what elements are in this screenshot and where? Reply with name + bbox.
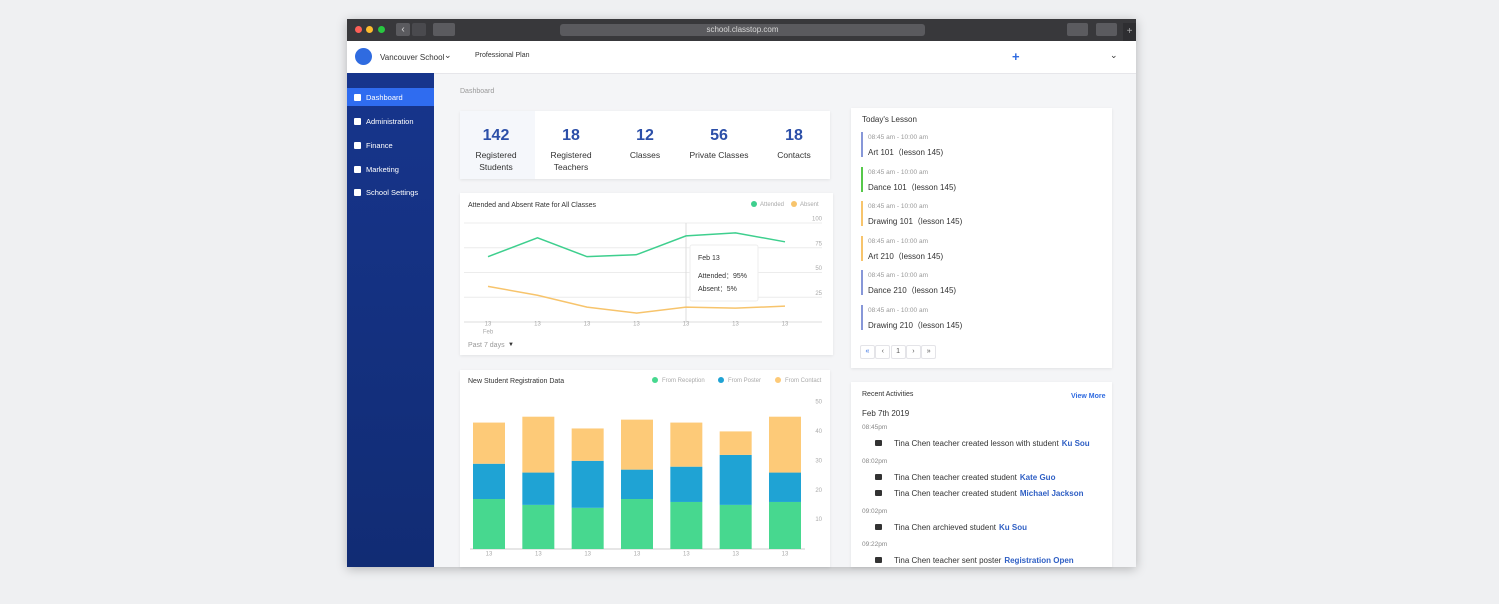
lessons-title: Today's Lesson xyxy=(862,115,917,124)
sidebar xyxy=(347,73,434,567)
url-bar[interactable]: school.classtop.com xyxy=(560,24,925,36)
lesson-time: 08:45 am - 10:00 am xyxy=(868,134,928,141)
menu-item[interactable]: Finance xyxy=(366,141,393,150)
lesson-marker xyxy=(861,235,863,261)
menu-icon xyxy=(354,189,361,196)
stat-value: 18 xyxy=(562,127,580,144)
stat-value: 142 xyxy=(482,127,510,144)
pagination-button[interactable]: « xyxy=(860,345,875,359)
menu-icon xyxy=(354,142,361,149)
zoom-button[interactable] xyxy=(378,26,385,33)
activity-icon xyxy=(875,557,882,563)
menu-icon xyxy=(354,118,361,125)
activity-row: Tina Chen teacher sent poster Registratio… xyxy=(894,556,1074,565)
stat-value: 12 xyxy=(636,127,654,144)
activity-text: Tina Chen archieved student xyxy=(894,522,996,532)
stat-label: Registered Students xyxy=(475,150,517,172)
new-tab-button[interactable]: + xyxy=(1123,23,1136,41)
activity-time: 09:02pm xyxy=(862,507,888,515)
sidebar-toggle[interactable] xyxy=(433,23,455,36)
lesson-marker xyxy=(861,304,863,330)
lesson-name[interactable]: Dance 210（lesson 145) xyxy=(868,286,957,295)
close-button[interactable] xyxy=(355,26,362,33)
menu-item[interactable]: Marketing xyxy=(366,165,399,174)
lesson-marker xyxy=(861,270,863,295)
stat-value: 18 xyxy=(785,127,803,144)
plan-label: Professional Plan xyxy=(475,52,530,59)
menu-item[interactable]: Dashboard xyxy=(366,93,403,102)
range-caret[interactable]: ▼ xyxy=(508,342,514,348)
activity-row: Tina Chen archieved student Ku Sou xyxy=(894,523,1027,532)
activity-icon xyxy=(875,440,882,446)
stat-value: 56 xyxy=(710,127,728,144)
lessons-card xyxy=(851,108,1112,368)
school-name[interactable]: Vancouver School xyxy=(380,53,445,62)
app-header xyxy=(347,41,1136,74)
share-button[interactable] xyxy=(1067,23,1088,36)
lesson-time: 08:45 am - 10:00 am xyxy=(868,203,928,210)
lesson-time: 08:45 am - 10:00 am xyxy=(868,272,928,279)
pagination-button[interactable]: ‹ xyxy=(875,345,891,359)
breadcrumb: Dashboard xyxy=(460,88,495,95)
lesson-name[interactable]: Art 210（lesson 145) xyxy=(868,251,944,261)
pagination-button[interactable]: » xyxy=(921,345,937,359)
minimize-button[interactable] xyxy=(366,26,373,33)
stat-active-bg xyxy=(460,111,535,179)
activity-link[interactable]: Ku Sou xyxy=(1061,439,1090,448)
account-chevron[interactable]: ⌄ xyxy=(1110,50,1118,60)
back-button[interactable]: ‹ xyxy=(396,23,410,36)
activity-icon xyxy=(875,490,882,496)
stat-label: Registered Teachers xyxy=(550,150,592,172)
lesson-marker xyxy=(861,166,863,192)
stat-label: Private Classes xyxy=(689,150,749,160)
lesson-name[interactable]: Drawing 210（lesson 145) xyxy=(868,320,963,330)
stat-label: Contacts xyxy=(777,150,811,160)
add-button[interactable]: + xyxy=(1012,49,1020,64)
activity-row: Tina Chen teacher created student Kate Gu… xyxy=(894,473,1055,482)
lesson-time: 08:45 am - 10:00 am xyxy=(868,237,928,245)
tabs-button[interactable] xyxy=(1096,23,1117,36)
logo xyxy=(355,48,372,65)
range-selector[interactable]: Past 7 days xyxy=(468,342,505,349)
activities-date: Feb 7th 2019 xyxy=(862,409,910,418)
menu-icon xyxy=(354,166,361,173)
lesson-time: 08:45 am - 10:00 am xyxy=(868,168,928,176)
activity-row: Tina Chen teacher created student Michael… xyxy=(894,489,1083,498)
activity-link[interactable]: Ku Sou xyxy=(999,522,1027,532)
activity-row: Tina Chen teacher created lesson with st… xyxy=(894,439,1090,448)
activity-text: Tina Chen teacher created lesson with st… xyxy=(894,439,1059,448)
menu-item[interactable]: Administration xyxy=(366,117,414,126)
activity-time: 09:22pm xyxy=(862,541,888,548)
activity-link[interactable]: Michael Jackson xyxy=(1019,489,1084,498)
lesson-name[interactable]: Drawing 101（lesson 145) xyxy=(868,217,963,226)
activities-title: Recent Activities xyxy=(862,391,914,398)
lesson-time: 08:45 am - 10:00 am xyxy=(868,306,928,314)
activity-icon xyxy=(875,473,882,480)
lesson-name[interactable]: Art 101（lesson 145) xyxy=(868,148,944,157)
forward-button[interactable] xyxy=(412,23,426,36)
menu-icon xyxy=(354,94,361,101)
activity-text: Tina Chen teacher created student xyxy=(894,472,1017,482)
active-menu-bg xyxy=(347,88,434,106)
activity-icon xyxy=(875,523,882,530)
activity-time: 08:45pm xyxy=(862,424,888,431)
pagination-button[interactable]: 1 xyxy=(890,345,906,359)
lesson-name[interactable]: Dance 101（lesson 145) xyxy=(868,182,957,192)
lesson-marker xyxy=(861,132,863,157)
activity-text: Tina Chen teacher sent poster xyxy=(894,556,1002,565)
registration-card xyxy=(460,370,830,567)
menu-item[interactable]: School Settings xyxy=(366,188,419,197)
view-more[interactable]: View More xyxy=(1071,393,1106,400)
stat-label: Classes xyxy=(629,150,661,160)
activity-text: Tina Chen teacher created student xyxy=(894,489,1017,498)
activities-card xyxy=(851,382,1112,567)
activity-link[interactable]: Kate Guo xyxy=(1019,472,1056,482)
activity-link[interactable]: Registration Open xyxy=(1004,556,1074,565)
attendance-card xyxy=(460,193,833,355)
school-chevron[interactable]: ⌄ xyxy=(444,50,452,60)
pagination-button[interactable]: › xyxy=(905,345,921,359)
activity-time: 08:02pm xyxy=(862,457,888,465)
lesson-marker xyxy=(861,201,863,226)
